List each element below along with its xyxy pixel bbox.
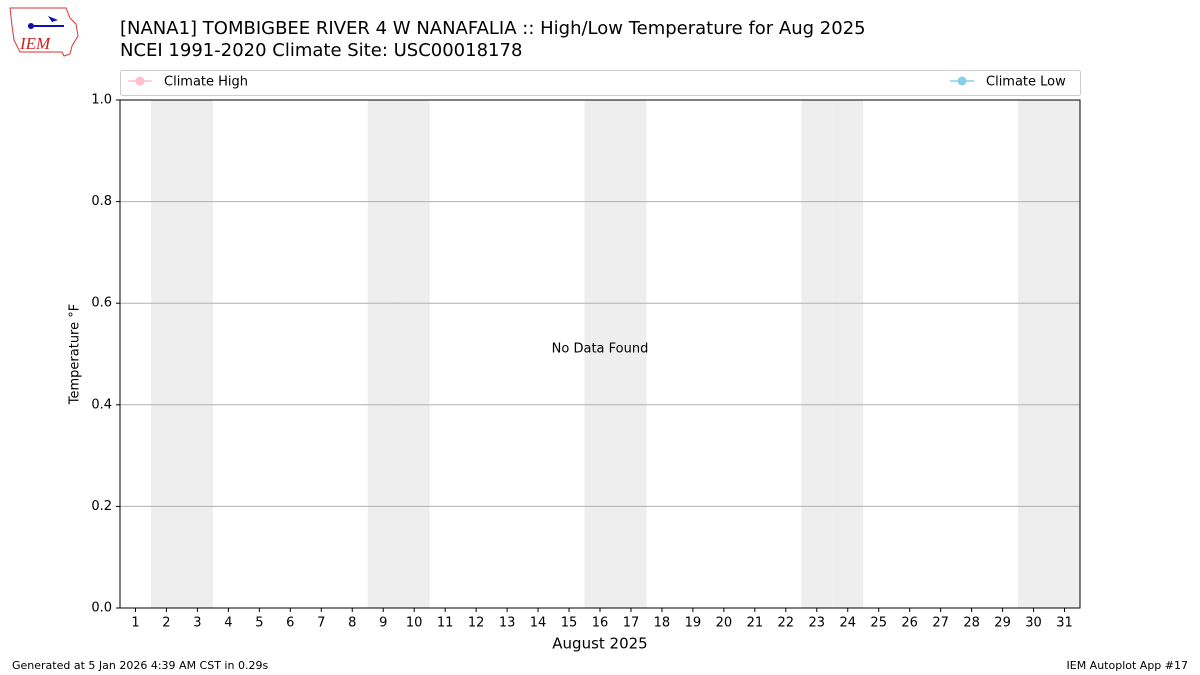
weekend-band <box>181 100 213 608</box>
logo-icon <box>48 16 58 22</box>
x-axis-label: August 2025 <box>552 635 647 653</box>
x-tick-label: 17 <box>623 616 640 631</box>
chart-subtitle: NCEI 1991-2020 Climate Site: USC00018178 <box>120 40 522 61</box>
logo-icon <box>28 23 34 29</box>
legend-label: Climate Low <box>986 75 1066 90</box>
x-tick-label: 27 <box>932 616 949 631</box>
logo-text: IEM <box>19 34 51 53</box>
x-tick-label: 4 <box>224 616 232 631</box>
annotation: No Data Found <box>552 342 649 357</box>
weekend-band <box>367 100 399 608</box>
x-tick-label: 7 <box>317 616 325 631</box>
x-tick-label: 5 <box>255 616 263 631</box>
x-tick-label: 14 <box>530 616 547 631</box>
y-tick-label: 0.2 <box>91 499 112 514</box>
weekend-band <box>1049 100 1080 608</box>
x-tick-label: 26 <box>901 616 918 631</box>
x-tick-label: 6 <box>286 616 294 631</box>
weekend-band <box>801 100 833 608</box>
x-tick-label: 12 <box>468 616 485 631</box>
x-tick-label: 23 <box>809 616 826 631</box>
x-tick-label: 19 <box>685 616 702 631</box>
x-tick-label: 9 <box>379 616 387 631</box>
weekend-band <box>1018 100 1050 608</box>
y-tick-label: 0.0 <box>91 601 112 616</box>
x-tick-label: 13 <box>499 616 516 631</box>
chart-title: [NANA1] TOMBIGBEE RIVER 4 W NANAFALIA ::… <box>120 18 866 39</box>
logo: IEM <box>9 7 79 57</box>
x-tick-label: 2 <box>162 616 170 631</box>
legend-label: Climate High <box>164 75 248 90</box>
legend-marker <box>957 76 967 86</box>
x-tick-label: 20 <box>716 616 733 631</box>
x-tick-label: 18 <box>654 616 671 631</box>
x-tick-label: 25 <box>870 616 887 631</box>
x-tick-label: 8 <box>348 616 356 631</box>
y-axis-label: Temperature °F <box>68 304 83 405</box>
legend-marker <box>135 76 145 86</box>
plot-frame <box>119 99 1081 609</box>
x-tick-label: 28 <box>963 616 980 631</box>
x-tick-label: 16 <box>592 616 609 631</box>
x-tick-label: 3 <box>193 616 201 631</box>
weekend-band <box>398 100 430 608</box>
y-tick-label: 0.4 <box>91 397 112 412</box>
x-tick-label: 29 <box>994 616 1011 631</box>
y-tick-label: 1.0 <box>91 93 112 108</box>
x-tick-label: 10 <box>406 616 423 631</box>
x-tick-label: 21 <box>747 616 764 631</box>
x-tick-label: 30 <box>1025 616 1042 631</box>
x-tick-label: 31 <box>1056 616 1073 631</box>
x-tick-label: 1 <box>131 616 139 631</box>
x-tick-label: 15 <box>561 616 578 631</box>
footer-left: Generated at 5 Jan 2026 4:39 AM CST in 0… <box>12 659 268 672</box>
weekend-band <box>150 100 182 608</box>
x-tick-label: 24 <box>839 616 856 631</box>
weekend-band <box>615 100 647 608</box>
footer-right: IEM Autoplot App #17 <box>1067 659 1189 672</box>
y-tick-label: 0.8 <box>91 194 112 209</box>
weekend-band <box>832 100 864 608</box>
weekend-band <box>584 100 616 608</box>
logo-outline <box>9 7 79 57</box>
x-tick-label: 11 <box>437 616 454 631</box>
legend <box>120 70 1081 96</box>
x-tick-label: 22 <box>778 616 795 631</box>
y-tick-label: 0.6 <box>91 296 112 311</box>
